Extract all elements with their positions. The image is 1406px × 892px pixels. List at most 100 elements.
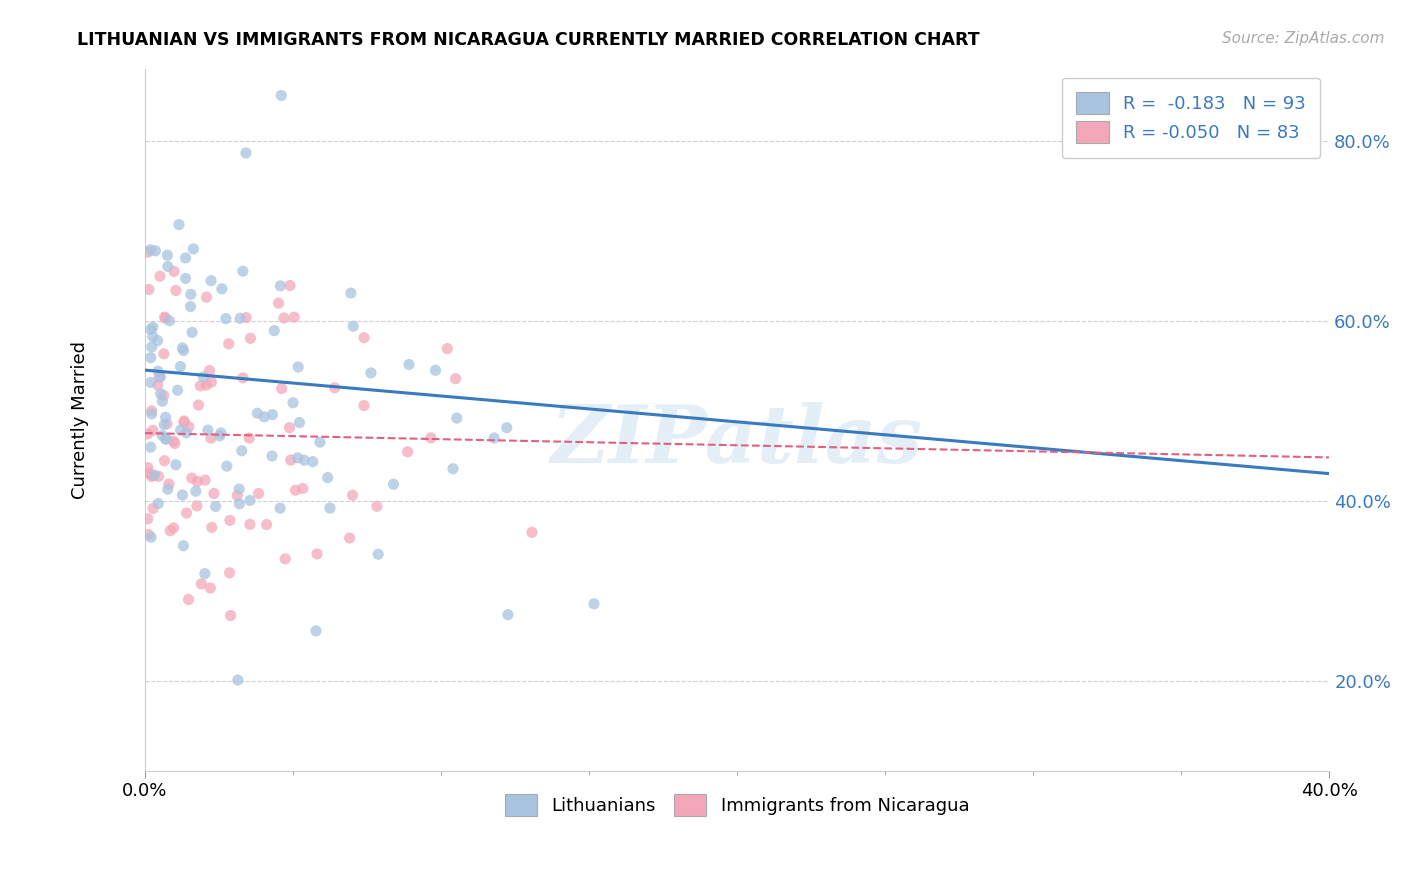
Point — [142, 468, 165, 483]
Text: Source: ZipAtlas.com: Source: ZipAtlas.com — [1222, 31, 1385, 46]
Point — [155, 432, 177, 446]
Point — [187, 398, 209, 412]
Point — [172, 341, 194, 355]
Point — [235, 145, 257, 160]
Point — [149, 386, 172, 401]
Point — [159, 314, 181, 328]
Point — [200, 375, 222, 389]
Point — [238, 431, 260, 445]
Point — [284, 483, 307, 498]
Point — [246, 406, 269, 420]
Point — [366, 500, 388, 514]
Point — [141, 469, 163, 483]
Point — [269, 278, 291, 293]
Point — [228, 497, 250, 511]
Point — [208, 429, 231, 443]
Point — [177, 420, 200, 434]
Point — [156, 417, 179, 431]
Point — [172, 488, 194, 502]
Point — [190, 577, 212, 591]
Point — [183, 242, 205, 256]
Point — [146, 378, 169, 392]
Point — [582, 597, 605, 611]
Point — [138, 466, 160, 480]
Point — [382, 477, 405, 491]
Point — [398, 358, 420, 372]
Point — [496, 607, 519, 622]
Point — [172, 539, 194, 553]
Point — [152, 388, 174, 402]
Point — [186, 475, 208, 489]
Point — [305, 624, 328, 638]
Point — [215, 311, 238, 326]
Point — [188, 379, 211, 393]
Point — [156, 260, 179, 274]
Point — [155, 432, 177, 446]
Point — [195, 290, 218, 304]
Point — [441, 461, 464, 475]
Text: ZIPatlas: ZIPatlas — [551, 402, 924, 479]
Point — [197, 423, 219, 437]
Point — [145, 244, 167, 258]
Point — [419, 431, 441, 445]
Point — [194, 473, 217, 487]
Point — [288, 416, 311, 430]
Point — [142, 329, 165, 343]
Point — [141, 407, 163, 421]
Point — [150, 394, 173, 409]
Point — [278, 420, 301, 434]
Point — [260, 449, 283, 463]
Point — [278, 278, 301, 293]
Point — [425, 363, 447, 377]
Point — [307, 547, 329, 561]
Point — [155, 410, 177, 425]
Point — [231, 443, 253, 458]
Point — [239, 331, 262, 345]
Point — [186, 499, 208, 513]
Point — [482, 431, 505, 445]
Text: LITHUANIAN VS IMMIGRANTS FROM NICARAGUA CURRENTLY MARRIED CORRELATION CHART: LITHUANIAN VS IMMIGRANTS FROM NICARAGUA … — [77, 31, 980, 49]
Point — [165, 284, 187, 298]
Point — [218, 566, 240, 580]
Point — [309, 435, 332, 450]
Point — [218, 336, 240, 351]
Point — [180, 471, 202, 485]
Point — [215, 459, 238, 474]
Point — [163, 436, 186, 450]
Point — [177, 592, 200, 607]
Point — [367, 547, 389, 561]
Point — [520, 525, 543, 540]
Point — [226, 673, 249, 687]
Point — [273, 310, 295, 325]
Point — [270, 88, 292, 103]
Point — [495, 421, 517, 435]
Point — [193, 370, 215, 384]
Point — [150, 428, 173, 442]
Point — [287, 450, 309, 465]
Point — [181, 326, 204, 340]
Point — [176, 506, 198, 520]
Point — [142, 320, 165, 334]
Point — [143, 468, 166, 483]
Point — [142, 501, 165, 516]
Point — [136, 245, 159, 260]
Point — [229, 311, 252, 326]
Point — [149, 269, 172, 284]
Point — [149, 369, 172, 384]
Point — [200, 581, 222, 595]
Point — [228, 482, 250, 496]
Point — [169, 359, 191, 374]
Point — [184, 484, 207, 499]
Point — [176, 425, 198, 440]
Point — [280, 453, 302, 467]
Point — [292, 453, 315, 467]
Point — [340, 286, 363, 301]
Point — [155, 311, 177, 326]
Point — [200, 431, 222, 445]
Point — [201, 520, 224, 534]
Point — [270, 381, 292, 395]
Point — [156, 248, 179, 262]
Point — [141, 340, 163, 354]
Point — [269, 501, 291, 516]
Point — [153, 310, 176, 325]
